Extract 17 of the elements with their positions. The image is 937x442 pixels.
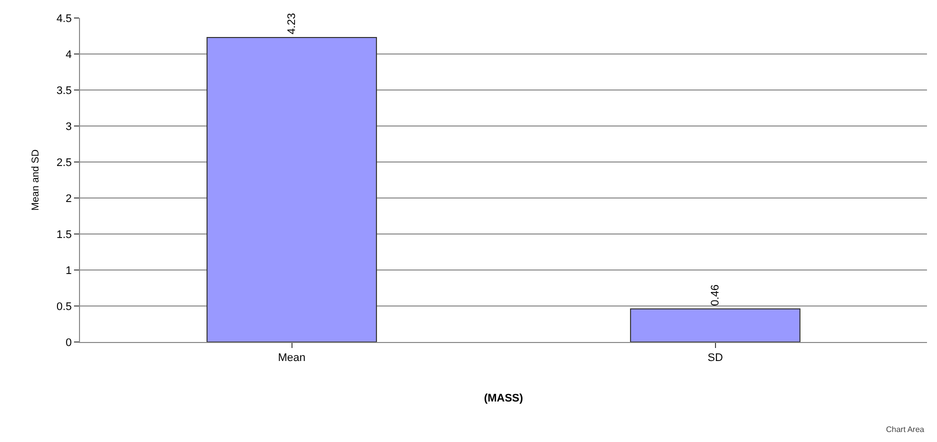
- y-tick-label: 1.5: [56, 228, 72, 241]
- x-tick-label: SD: [708, 352, 723, 364]
- data-label: 4.23: [286, 13, 298, 34]
- y-tick-label: 1: [66, 264, 72, 277]
- y-tick-label: 3.5: [56, 84, 72, 97]
- data-label: 0.46: [709, 284, 722, 306]
- y-tick-label: 4: [66, 48, 72, 61]
- x-axis-title: (MASS): [484, 392, 524, 404]
- y-tick-label: 0.5: [56, 300, 72, 313]
- y-tick-label: 3: [66, 120, 72, 133]
- y-tick-label: 2: [66, 192, 72, 205]
- y-tick-label: 2.5: [56, 156, 72, 169]
- y-tick-label: 0: [66, 336, 72, 349]
- y-tick-label: 4.5: [56, 12, 72, 25]
- text: Chart Area: [886, 425, 925, 434]
- x-tick-label: Mean: [278, 352, 306, 364]
- y-axis-title: Mean and SD: [30, 149, 42, 211]
